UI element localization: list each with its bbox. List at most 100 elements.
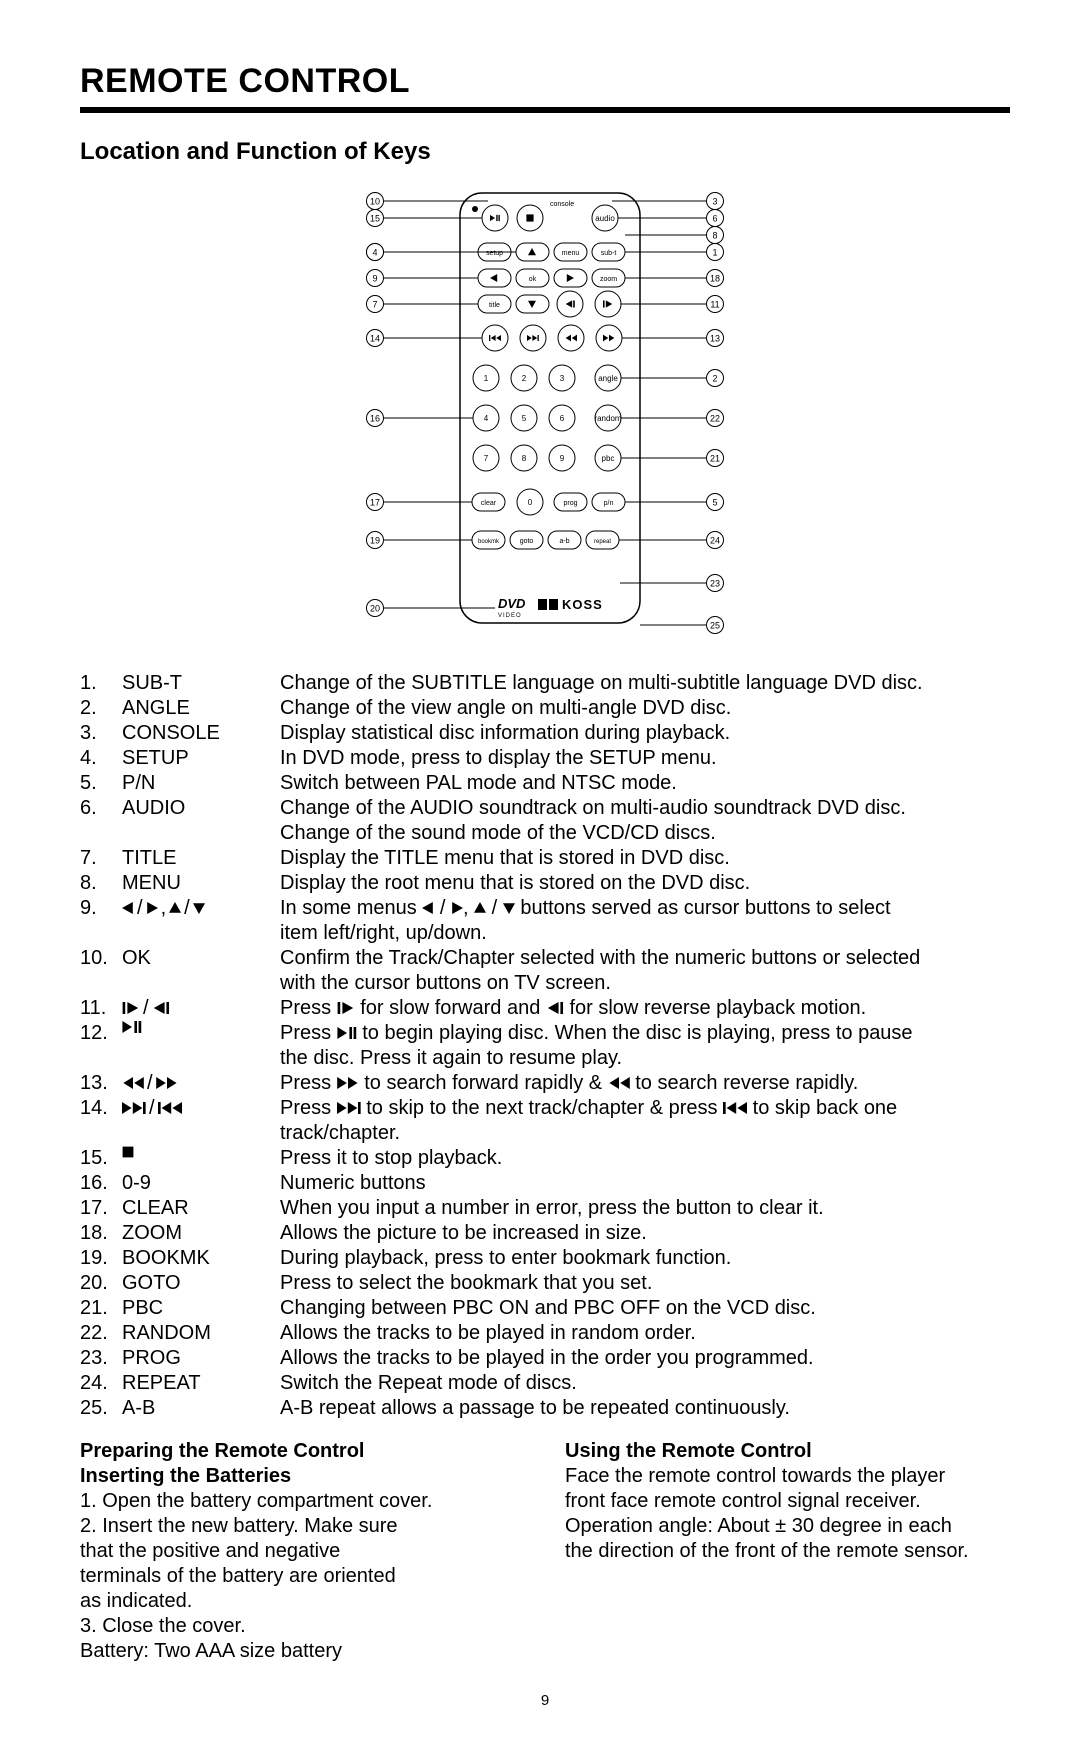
svg-text:random: random	[594, 414, 621, 423]
svg-text:pbc: pbc	[602, 454, 615, 463]
key-row: 11. / Press for slow forward and for slo…	[80, 996, 1010, 1021]
instruction-line: 3. Close the cover.	[80, 1614, 525, 1639]
callout-number: 5	[712, 497, 717, 507]
svg-text:a-b: a-b	[559, 538, 569, 545]
key-desc: Numeric buttons	[280, 1171, 1010, 1196]
callout-number: 16	[370, 413, 380, 423]
key-row: 6.AUDIOChange of the AUDIO soundtrack on…	[80, 796, 1010, 821]
key-desc: Change of the sound mode of the VCD/CD d…	[280, 821, 1010, 846]
callout-number: 14	[370, 333, 380, 343]
slow-rev-icon	[152, 1002, 170, 1014]
callout-number: 2	[712, 373, 717, 383]
key-name: PROG	[122, 1346, 280, 1371]
svg-text:audio: audio	[595, 214, 615, 223]
prev-icon	[723, 1102, 747, 1114]
callout-number: 1	[712, 247, 717, 257]
play-pause-icon	[337, 1027, 357, 1039]
rew-icon	[122, 1077, 144, 1089]
svg-text:console: console	[550, 201, 574, 208]
key-desc: Allows the picture to be increased in si…	[280, 1221, 1010, 1246]
key-row: 14. / Press to skip to the next track/ch…	[80, 1096, 1010, 1121]
key-desc: Change of the SUBTITLE language on multi…	[280, 671, 1010, 696]
callout-number: 18	[710, 273, 720, 283]
key-number: 5.	[80, 771, 122, 796]
key-name: SUB-T	[122, 671, 280, 696]
callout-number: 24	[710, 535, 720, 545]
key-name: TITLE	[122, 846, 280, 871]
instruction-line: Operation angle: About ± 30 degree in ea…	[565, 1514, 1010, 1539]
key-row: 15. Press it to stop playback.	[80, 1146, 1010, 1171]
svg-text:goto: goto	[520, 538, 534, 545]
key-number: 14.	[80, 1096, 122, 1121]
key-desc: Change of the AUDIO soundtrack on multi-…	[280, 796, 1010, 821]
svg-text:title: title	[489, 302, 500, 309]
key-row: 12.Press to begin playing disc. When the…	[80, 1021, 1010, 1046]
key-desc: Press to skip to the next track/chapter …	[280, 1096, 1010, 1121]
key-number: 4.	[80, 746, 122, 771]
callout-number: 25	[710, 620, 720, 630]
key-row: 8.MENUDisplay the root menu that is stor…	[80, 871, 1010, 896]
key-function-list: 1.SUB-TChange of the SUBTITLE language o…	[80, 671, 1010, 1421]
key-desc: Display statistical disc information dur…	[280, 721, 1010, 746]
comma-sep: ,	[161, 896, 167, 921]
tri-u-icon	[169, 902, 181, 914]
key-number: 25.	[80, 1396, 122, 1421]
svg-text:6: 6	[560, 414, 565, 423]
key-number: 7.	[80, 846, 122, 871]
key-desc: Press it to stop playback.	[280, 1146, 1010, 1171]
key-name: P/N	[122, 771, 280, 796]
key-name: /	[122, 1096, 280, 1121]
slow-fwd-icon	[337, 1002, 355, 1014]
tri-u-icon	[474, 902, 486, 914]
callout-number: 6	[712, 213, 717, 223]
svg-text:angle: angle	[598, 374, 618, 383]
key-desc: Press for slow forward and for slow reve…	[280, 996, 1010, 1021]
tri-d-icon	[193, 902, 205, 914]
key-number: 10.	[80, 946, 122, 971]
next-icon	[337, 1102, 361, 1114]
key-row: 22.RANDOMAllows the tracks to be played …	[80, 1321, 1010, 1346]
key-number: 2.	[80, 696, 122, 721]
key-name: PBC	[122, 1296, 280, 1321]
slow-fwd-icon	[122, 1002, 140, 1014]
key-number: 8.	[80, 871, 122, 896]
key-row: 1.SUB-TChange of the SUBTITLE language o…	[80, 671, 1010, 696]
key-desc: In DVD mode, press to display the SETUP …	[280, 746, 1010, 771]
instruction-line: the direction of the front of the remote…	[565, 1539, 1010, 1564]
key-row: 19.BOOKMKDuring playback, press to enter…	[80, 1246, 1010, 1271]
slash-sep: /	[147, 1071, 153, 1096]
svg-text:prog: prog	[563, 500, 577, 507]
key-name: ZOOM	[122, 1221, 280, 1246]
instruction-line: terminals of the battery are oriented	[80, 1564, 525, 1589]
key-row: 21.PBCChanging between PBC ON and PBC OF…	[80, 1296, 1010, 1321]
tri-d-icon	[503, 902, 515, 914]
svg-text:8: 8	[522, 454, 527, 463]
svg-text:0: 0	[528, 498, 533, 507]
key-row: with the cursor buttons on TV screen.	[80, 971, 1010, 996]
preparing-column: Preparing the Remote Control Inserting t…	[80, 1439, 525, 1664]
callout-number: 20	[370, 603, 380, 613]
svg-text:repeat: repeat	[594, 539, 611, 545]
callout-number: 23	[710, 578, 720, 588]
key-name: REPEAT	[122, 1371, 280, 1396]
key-name: AUDIO	[122, 796, 280, 821]
key-desc: Press to search forward rapidly & to sea…	[280, 1071, 1010, 1096]
tri-l-icon	[422, 902, 434, 914]
svg-text:sub-t: sub-t	[601, 250, 617, 257]
svg-text:7: 7	[484, 454, 489, 463]
svg-text:setup: setup	[486, 250, 503, 257]
key-number: 15.	[80, 1146, 122, 1171]
key-row: 10.OKConfirm the Track/Chapter selected …	[80, 946, 1010, 971]
slash-sep: /	[137, 896, 143, 921]
svg-text:2: 2	[522, 374, 527, 383]
callout-number: 22	[710, 413, 720, 423]
page-title: REMOTE CONTROL	[80, 60, 1010, 103]
ffwd-icon	[156, 1077, 178, 1089]
key-name: /	[122, 996, 280, 1021]
instruction-line: front face remote control signal receive…	[565, 1489, 1010, 1514]
key-name	[122, 1146, 280, 1158]
key-desc: track/chapter.	[280, 1121, 1010, 1146]
key-row: 24.REPEATSwitch the Repeat mode of discs…	[80, 1371, 1010, 1396]
instruction-line: that the positive and negative	[80, 1539, 525, 1564]
callout-number: 21	[710, 453, 720, 463]
